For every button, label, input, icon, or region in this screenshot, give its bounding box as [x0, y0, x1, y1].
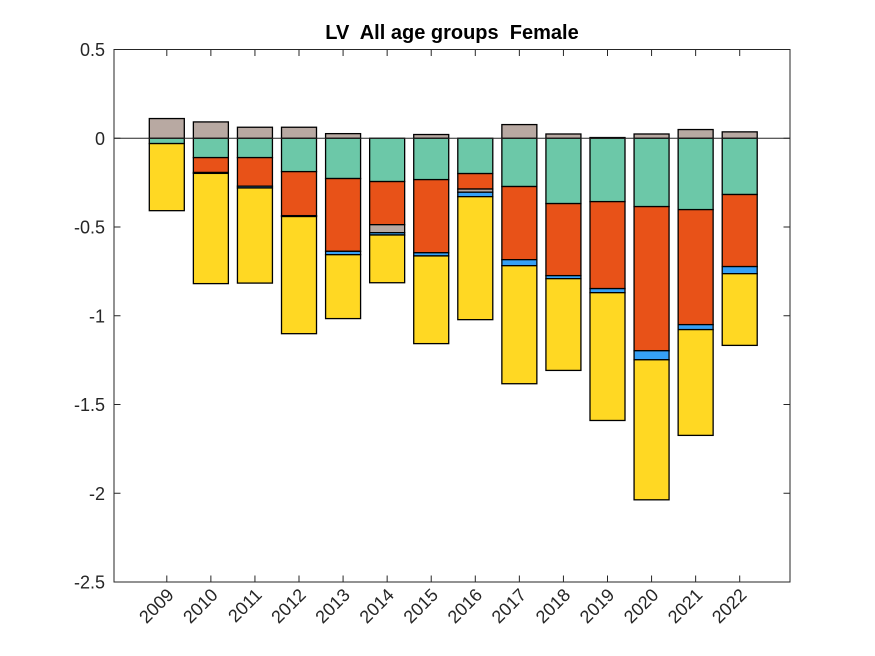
bar-segment-yellow-2011	[236, 187, 274, 284]
bar-segment-green-2010	[192, 137, 230, 159]
bar-segment-orange-2011	[236, 156, 274, 187]
bar-segment-yellow-2015	[413, 255, 450, 345]
bar-segment-orange-2014	[368, 180, 406, 226]
bar-segment-yellow-2016	[457, 195, 494, 321]
bar-segment-grey-2012	[280, 126, 318, 139]
bar-segment-green-2015	[413, 137, 450, 181]
bar-segment-green-2016	[457, 137, 494, 175]
bar-stack-2016	[457, 137, 494, 321]
bar-stack-2011	[236, 126, 274, 284]
bar-segment-yellow-2009	[148, 142, 185, 212]
bar-segment-grey-2015	[413, 133, 450, 139]
bar-segment-orange-2018	[545, 202, 582, 277]
bar-segment-green-2017	[501, 137, 538, 188]
bar-segment-orange-2015	[413, 178, 450, 254]
bars	[148, 117, 758, 501]
bar-segment-blue-2016	[457, 191, 494, 198]
y-tick-label: -1.5	[74, 395, 105, 415]
bar-stack-2013	[324, 132, 362, 320]
bar-segment-orange-2020	[633, 205, 670, 352]
bar-stack-2020	[633, 133, 670, 501]
bar-segment-green-2014	[368, 137, 406, 183]
bar-segment-grey-2013	[324, 132, 362, 139]
y-tick-label: 0	[95, 129, 105, 149]
y-tick-label: -2	[89, 484, 105, 504]
bar-segment-yellow-2012	[280, 215, 318, 335]
bar-segment-yellow-2022	[721, 273, 758, 347]
bar-segment-yellow-2014	[368, 234, 406, 284]
bar-segment-yellow-2020	[633, 359, 670, 501]
bar-stack-2021	[677, 128, 714, 437]
bar-segment-orange-2016	[457, 172, 494, 190]
bar-segment-blue-2020	[633, 350, 670, 361]
bar-segment-yellow-2013	[324, 254, 362, 320]
y-tick-label: -2.5	[74, 573, 105, 593]
bar-segment-orange-2012	[280, 170, 318, 217]
y-tick-label: -0.5	[74, 218, 105, 238]
bar-stack-2022	[721, 131, 758, 347]
bar-segment-blue-2017	[501, 259, 538, 267]
y-tick-label: -1	[89, 306, 105, 326]
bar-segment-green-2021	[677, 137, 714, 211]
y-tick-label: 0.5	[80, 40, 105, 60]
bar-segment-yellow-2018	[545, 277, 582, 372]
bar-stack-2019	[589, 136, 626, 422]
bar-segment-orange-2019	[589, 200, 626, 290]
bar-segment-orange-2021	[677, 208, 714, 326]
bar-segment-grey-2014	[368, 224, 406, 234]
bar-stack-2010	[192, 121, 230, 285]
chart-title: LV All age groups Female	[325, 22, 578, 44]
bar-segment-blue-2022	[721, 265, 758, 275]
bar-segment-grey-2021	[677, 128, 714, 139]
bar-segment-green-2011	[236, 137, 274, 159]
bar-segment-yellow-2017	[501, 265, 538, 385]
bar-segment-orange-2017	[501, 185, 538, 261]
bar-stack-2014	[368, 137, 406, 284]
bar-segment-yellow-2019	[589, 292, 626, 422]
bar-segment-green-2022	[721, 137, 758, 196]
bar-segment-orange-2022	[721, 193, 758, 268]
bar-segment-grey-2011	[236, 126, 274, 139]
bar-segment-green-2013	[324, 137, 362, 180]
bar-segment-grey-2022	[721, 131, 758, 139]
bar-segment-yellow-2021	[677, 328, 714, 437]
bar-segment-yellow-2010	[192, 172, 230, 285]
bar-segment-green-2018	[545, 137, 582, 205]
bar-segment-grey-2020	[633, 133, 670, 139]
bar-segment-blue-2021	[677, 323, 714, 331]
bar-segment-grey-2018	[545, 133, 582, 139]
bar-segment-grey-2009	[148, 117, 185, 139]
bar-segment-grey-2017	[501, 123, 538, 139]
bar-segment-green-2019	[589, 137, 626, 203]
bar-stack-2017	[501, 123, 538, 385]
bar-segment-green-2012	[280, 137, 318, 173]
bar-stack-2012	[280, 126, 318, 335]
bar-stack-2009	[148, 117, 185, 212]
bar-segment-green-2009	[148, 137, 185, 145]
bar-segment-orange-2010	[192, 156, 230, 174]
bar-segment-green-2020	[633, 137, 670, 208]
bar-segment-orange-2013	[324, 177, 362, 252]
bar-stack-2018	[545, 133, 582, 372]
bar-segment-grey-2010	[192, 121, 230, 139]
bar-stack-2015	[413, 133, 450, 345]
